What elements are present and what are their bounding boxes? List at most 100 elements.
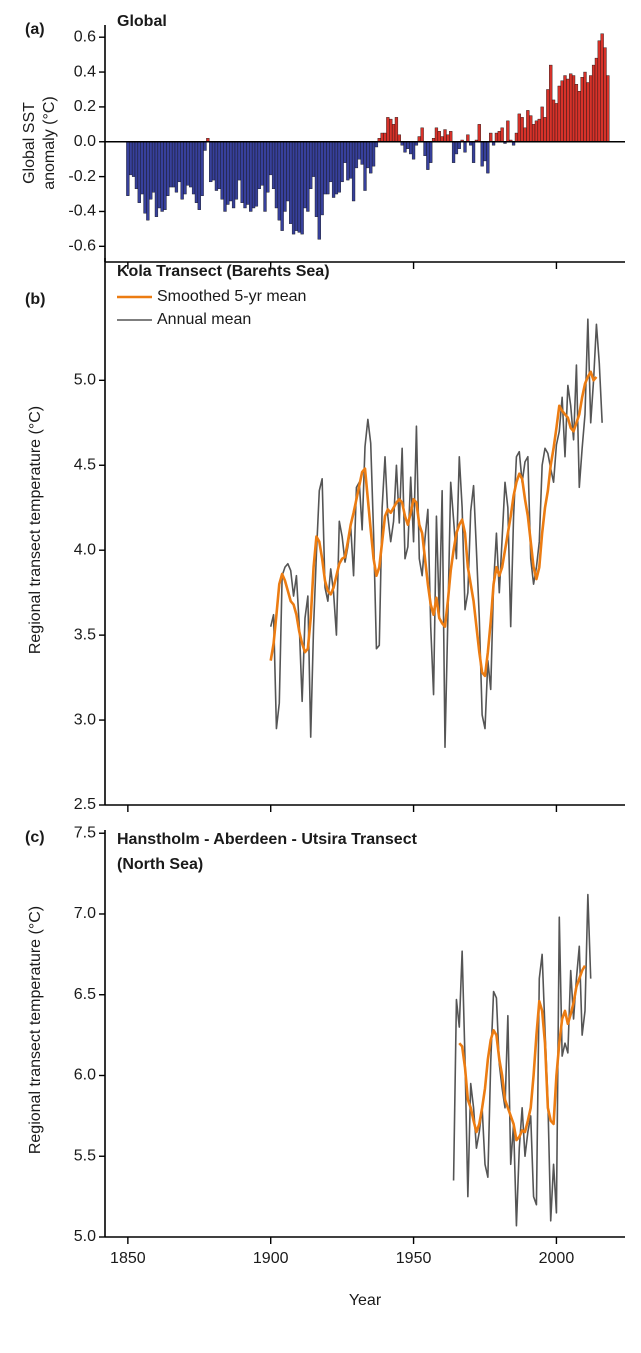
panel-label: (b) (25, 291, 45, 308)
bar (534, 120, 539, 142)
bar (594, 57, 599, 142)
bar (243, 141, 247, 209)
bar (166, 141, 170, 196)
bar (380, 132, 384, 142)
y-tick-label: 0.2 (74, 98, 96, 115)
bar (520, 117, 524, 142)
bar (197, 141, 201, 210)
bar (523, 127, 527, 142)
panel-title: Hanstholm - Aberdeen - Utsira Transect (117, 831, 418, 848)
x-tick-label: 2000 (539, 1250, 575, 1267)
bar (449, 131, 453, 142)
y-tick-label: 0.4 (74, 63, 96, 80)
bar (580, 77, 584, 142)
bar (591, 64, 596, 142)
bar (237, 141, 241, 181)
bar (531, 124, 536, 142)
bar (154, 141, 159, 217)
bar (480, 141, 484, 167)
y-tick-label: 2.5 (74, 796, 96, 813)
bar (194, 141, 199, 203)
bar (126, 141, 130, 196)
bar (137, 141, 141, 203)
bar (131, 141, 136, 177)
bar (240, 141, 244, 203)
bar (351, 141, 356, 202)
bar (177, 141, 181, 183)
bar (500, 127, 504, 142)
bar (297, 141, 301, 233)
bar (280, 141, 284, 231)
bar (463, 141, 467, 153)
bar (466, 134, 470, 142)
bar (551, 99, 556, 142)
bar (514, 132, 519, 142)
bar (163, 141, 167, 210)
bar (254, 141, 259, 207)
bar (397, 134, 401, 142)
bar (277, 141, 281, 221)
bar (186, 141, 190, 186)
bar (209, 141, 213, 183)
bar (426, 141, 430, 170)
bar (211, 141, 216, 181)
bar (226, 141, 230, 205)
bar (437, 131, 441, 142)
bar (303, 141, 307, 209)
bar (391, 124, 396, 142)
bar (543, 117, 547, 142)
bar (366, 141, 370, 169)
x-tick-label: 1900 (253, 1250, 289, 1267)
bar (134, 141, 139, 190)
bar (586, 82, 590, 142)
bar (537, 118, 541, 142)
bar (406, 141, 410, 149)
y-tick-label: 5.0 (74, 372, 96, 389)
bar (306, 141, 310, 212)
y-axis-label: anomaly (°C) (41, 96, 58, 190)
bar (606, 75, 610, 142)
y-tick-label: 0.6 (74, 28, 96, 45)
bar (189, 141, 193, 188)
bar (597, 40, 601, 142)
panel-title: Kola Transect (Barents Sea) (117, 263, 330, 280)
bar (271, 141, 276, 190)
bar (563, 75, 567, 142)
bar (529, 115, 533, 142)
bar (546, 89, 550, 142)
y-axis-label: Regional transect temperature (°C) (27, 906, 44, 1154)
bar (326, 141, 330, 195)
series-line (269, 318, 603, 749)
bar (451, 141, 456, 163)
bar (160, 141, 164, 212)
bar (411, 141, 416, 160)
bar (337, 141, 341, 193)
bar (200, 141, 204, 196)
y-tick-label: -0.4 (68, 203, 96, 220)
bar (483, 141, 487, 162)
bar (420, 127, 424, 142)
bar (369, 141, 373, 174)
y-axis-label: Global SST (21, 102, 38, 184)
bar (143, 141, 147, 214)
bar (526, 110, 530, 142)
bar (274, 141, 279, 209)
bar (489, 132, 493, 142)
bar (560, 80, 564, 142)
bar (477, 124, 481, 142)
bar (457, 141, 461, 149)
bar (174, 141, 179, 193)
bar (549, 64, 553, 142)
bar (600, 33, 604, 142)
bar (589, 75, 593, 142)
y-tick-label: 0.0 (74, 133, 96, 150)
bar (371, 141, 376, 167)
bar (223, 141, 227, 212)
bar (234, 141, 239, 200)
bar (506, 120, 510, 142)
bar (311, 141, 316, 177)
bar (363, 141, 367, 191)
bar (266, 141, 270, 193)
bar (320, 141, 324, 216)
